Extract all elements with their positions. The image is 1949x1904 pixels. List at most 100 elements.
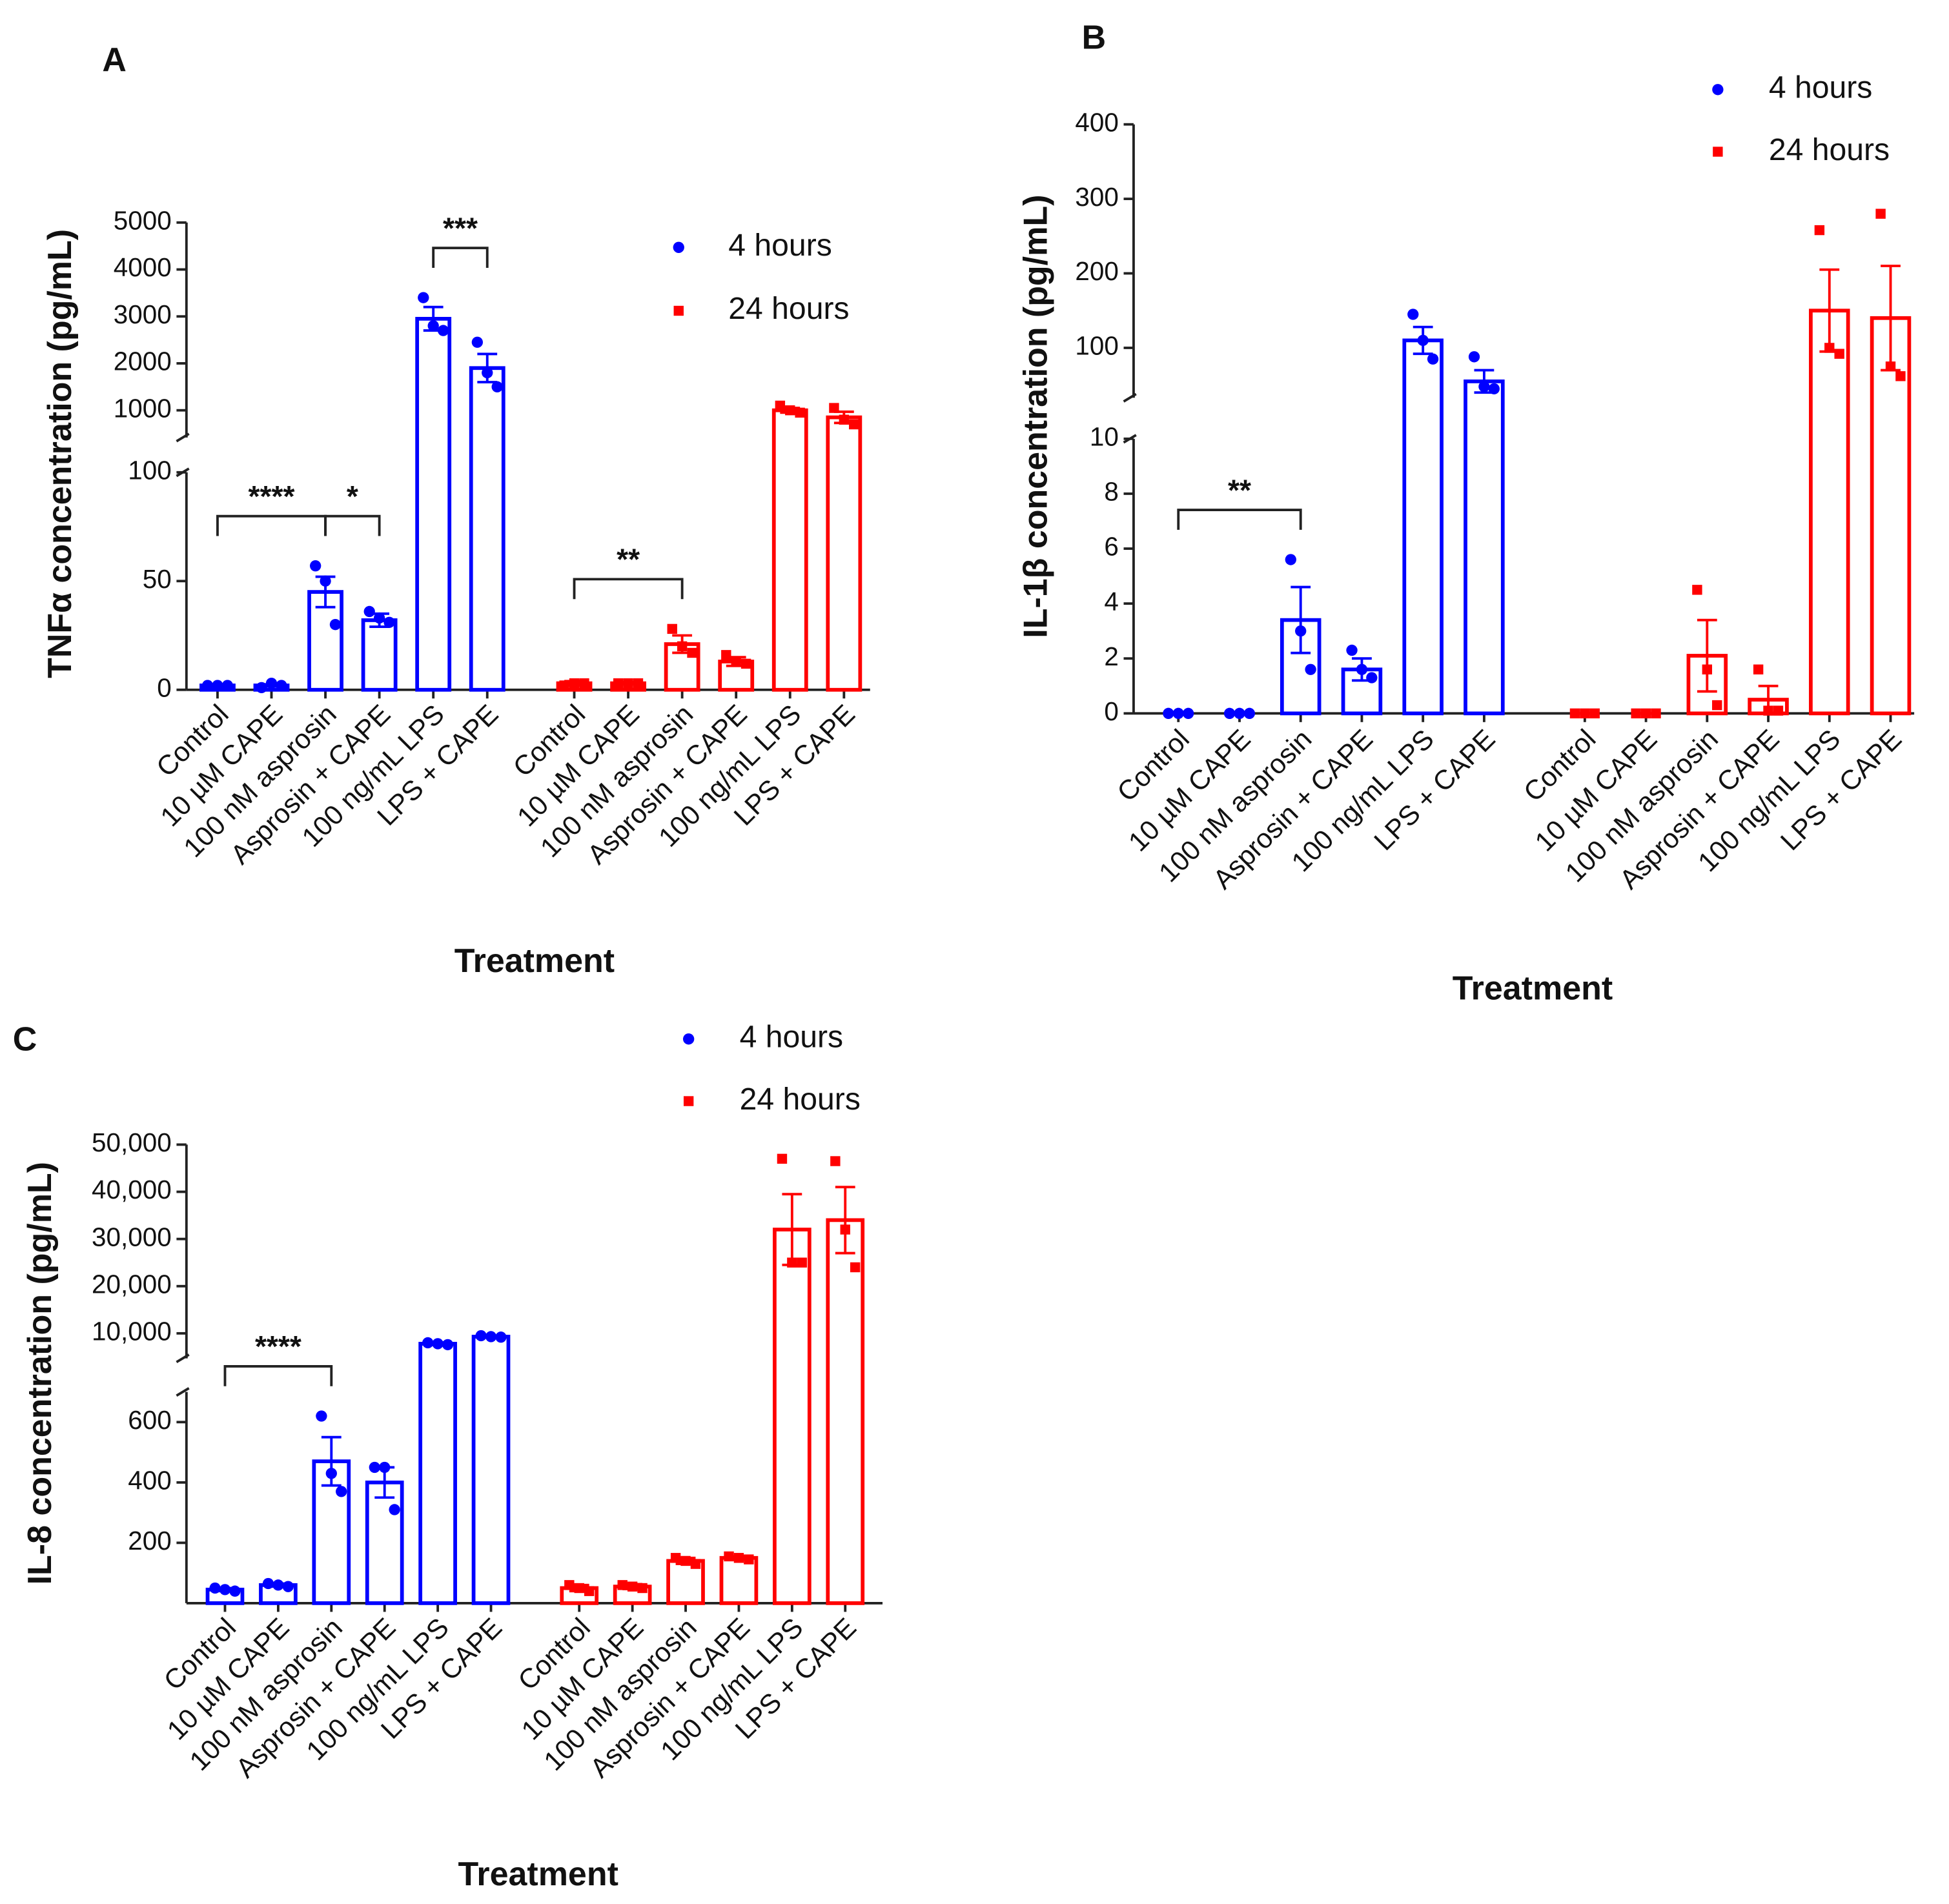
legend-marker: [673, 305, 684, 316]
data-point: [1895, 371, 1906, 381]
axis-break: [176, 1353, 190, 1364]
data-point: [667, 623, 677, 634]
data-point: [1885, 361, 1896, 372]
y-tick-label: 5000: [114, 205, 172, 235]
data-point: [1478, 381, 1490, 392]
data-point: [209, 1582, 221, 1594]
data-point: [1305, 663, 1316, 675]
data-point: [829, 403, 839, 413]
data-point: [219, 1584, 231, 1595]
significance-label: ***: [443, 211, 478, 245]
y-tick-label: 10: [1090, 422, 1119, 452]
bar: [471, 1335, 511, 1605]
data-point: [1712, 700, 1722, 711]
significance-label: ****: [249, 480, 295, 513]
data-point: [316, 1410, 327, 1422]
data-point: [495, 1332, 507, 1343]
significance-bracket: [223, 1365, 333, 1386]
data-point: [569, 678, 580, 689]
data-point: [830, 1156, 841, 1166]
y-axis-label: IL-8 concentration (pg/mL): [21, 1162, 59, 1585]
y-tick-label: 50,000: [92, 1128, 172, 1157]
significance-label: *: [347, 480, 358, 513]
data-point: [1234, 707, 1245, 719]
data-point: [840, 1224, 850, 1235]
error-bar: [1291, 585, 1311, 654]
bar: [361, 618, 398, 692]
y-tick-label: 40,000: [92, 1175, 172, 1204]
panel-title: A: [102, 41, 127, 79]
bar: [365, 1480, 404, 1605]
x-axis-label: Treatment: [454, 942, 615, 980]
data-point: [1651, 708, 1661, 719]
error-bar: [835, 1186, 855, 1255]
data-point: [1295, 625, 1307, 637]
data-point: [574, 1583, 584, 1594]
data-point: [584, 1586, 595, 1596]
data-point: [744, 1554, 754, 1565]
data-point: [1183, 707, 1194, 719]
data-point: [1702, 664, 1713, 674]
data-point: [383, 616, 395, 628]
data-point: [787, 1257, 797, 1268]
y-tick-label: 2000: [114, 347, 172, 376]
data-point: [1488, 383, 1500, 395]
data-point: [687, 647, 697, 658]
data-point: [485, 1331, 497, 1342]
y-tick-label: 4: [1104, 587, 1118, 616]
y-tick-label: 200: [128, 1526, 171, 1555]
data-point: [1631, 708, 1641, 719]
legend-label: 4 hours: [1769, 70, 1873, 105]
y-tick-label: 4000: [114, 252, 172, 282]
legend-marker: [1712, 84, 1724, 96]
bar: [415, 317, 452, 692]
data-point: [637, 1583, 648, 1594]
data-point: [1589, 708, 1600, 719]
bar: [826, 1218, 865, 1605]
bar: [418, 1342, 457, 1605]
legend-label: 24 hours: [728, 291, 849, 326]
data-point: [418, 292, 429, 303]
data-point: [579, 678, 589, 689]
data-point: [850, 1262, 861, 1273]
data-point: [482, 367, 493, 379]
data-point: [731, 656, 741, 667]
data-point: [633, 678, 644, 689]
data-point: [212, 680, 223, 691]
data-point: [422, 1337, 434, 1349]
data-point: [256, 682, 267, 694]
y-axis-label: IL-1β concentration (pg/mL): [1017, 195, 1054, 638]
significance-label: ****: [255, 1330, 301, 1363]
bar: [826, 415, 862, 692]
data-point: [839, 414, 850, 425]
data-point: [1814, 225, 1825, 236]
bar: [1809, 309, 1850, 716]
data-point: [559, 680, 569, 691]
data-point: [1640, 708, 1651, 719]
panel-title: B: [1082, 19, 1107, 57]
significance-bracket: [324, 514, 381, 536]
legend-label: 24 hours: [740, 1082, 861, 1117]
data-point: [564, 1580, 575, 1590]
y-tick-label: 400: [1075, 107, 1118, 137]
y-tick-label: 1000: [114, 393, 172, 423]
x-axis-label: Treatment: [458, 1856, 618, 1893]
data-point: [1468, 351, 1480, 363]
data-point: [229, 1585, 241, 1597]
data-point: [724, 1551, 734, 1562]
data-point: [1285, 554, 1296, 565]
y-tick-label: 100: [128, 455, 171, 485]
legend-marker: [683, 1096, 694, 1106]
data-point: [627, 1581, 638, 1592]
data-point: [1407, 309, 1419, 320]
data-point: [329, 618, 342, 631]
y-tick-label: 2: [1104, 642, 1118, 671]
data-point: [262, 1577, 274, 1590]
data-point: [369, 1461, 380, 1474]
y-tick-label: 0: [1104, 696, 1118, 726]
axis-break: [176, 1387, 190, 1397]
y-tick-label: 100: [1075, 331, 1118, 361]
data-point: [797, 1257, 807, 1268]
y-axis-label: TNFα concentration (pg/mL): [41, 229, 79, 678]
